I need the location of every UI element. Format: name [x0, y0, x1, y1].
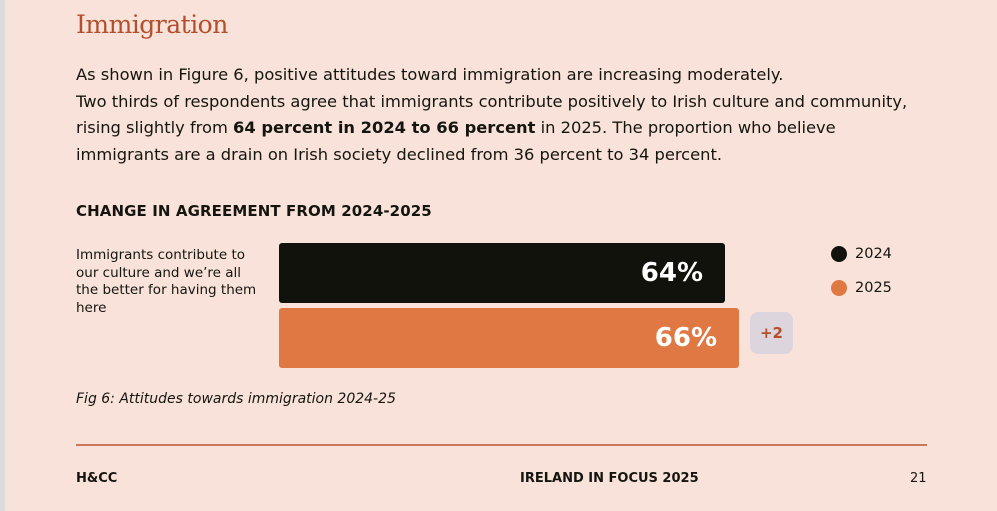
paragraph-line-1: As shown in Figure 6, positive attitudes… [76, 65, 784, 84]
change-badge: +2 [750, 312, 793, 354]
legend-item-2025: 2025 [831, 280, 892, 296]
chart-title: CHANGE IN AGREEMENT FROM 2024-2025 [76, 202, 432, 220]
paragraph-line-2-end: in 2025. The proportion who believe immi… [76, 118, 836, 164]
paragraph-line-2-start: Two thirds of respondents agree that imm… [76, 91, 908, 138]
page-number: 21 [910, 471, 927, 486]
legend-item-2024: 2024 [831, 246, 892, 262]
bar-2024: 64% [279, 243, 725, 303]
paragraph-highlight: 64 percent in 2024 to 66 percent [233, 118, 536, 137]
bar-2025: 66% [279, 308, 739, 368]
footer-divider [76, 444, 927, 446]
legend-dot-2025 [831, 280, 847, 296]
category-label: Immigrants contribute to our culture and… [76, 247, 257, 316]
body-paragraph: As shown in Figure 6, positive attitudes… [76, 62, 926, 168]
footer-publication-title: IRELAND IN FOCUS 2025 [520, 471, 699, 486]
legend-label-2024: 2024 [855, 246, 892, 262]
bar-2024-value-label: 64% [640, 258, 703, 288]
legend-dot-2024 [831, 246, 847, 262]
figure-caption: Fig 6: Attitudes towards immigration 202… [76, 391, 396, 407]
footer-publisher: H&CC [76, 471, 118, 486]
section-heading: Immigration [76, 10, 228, 39]
bar-2025-value-label: 66% [654, 323, 717, 353]
legend-label-2025: 2025 [855, 280, 892, 296]
left-edge-strip [0, 0, 5, 511]
